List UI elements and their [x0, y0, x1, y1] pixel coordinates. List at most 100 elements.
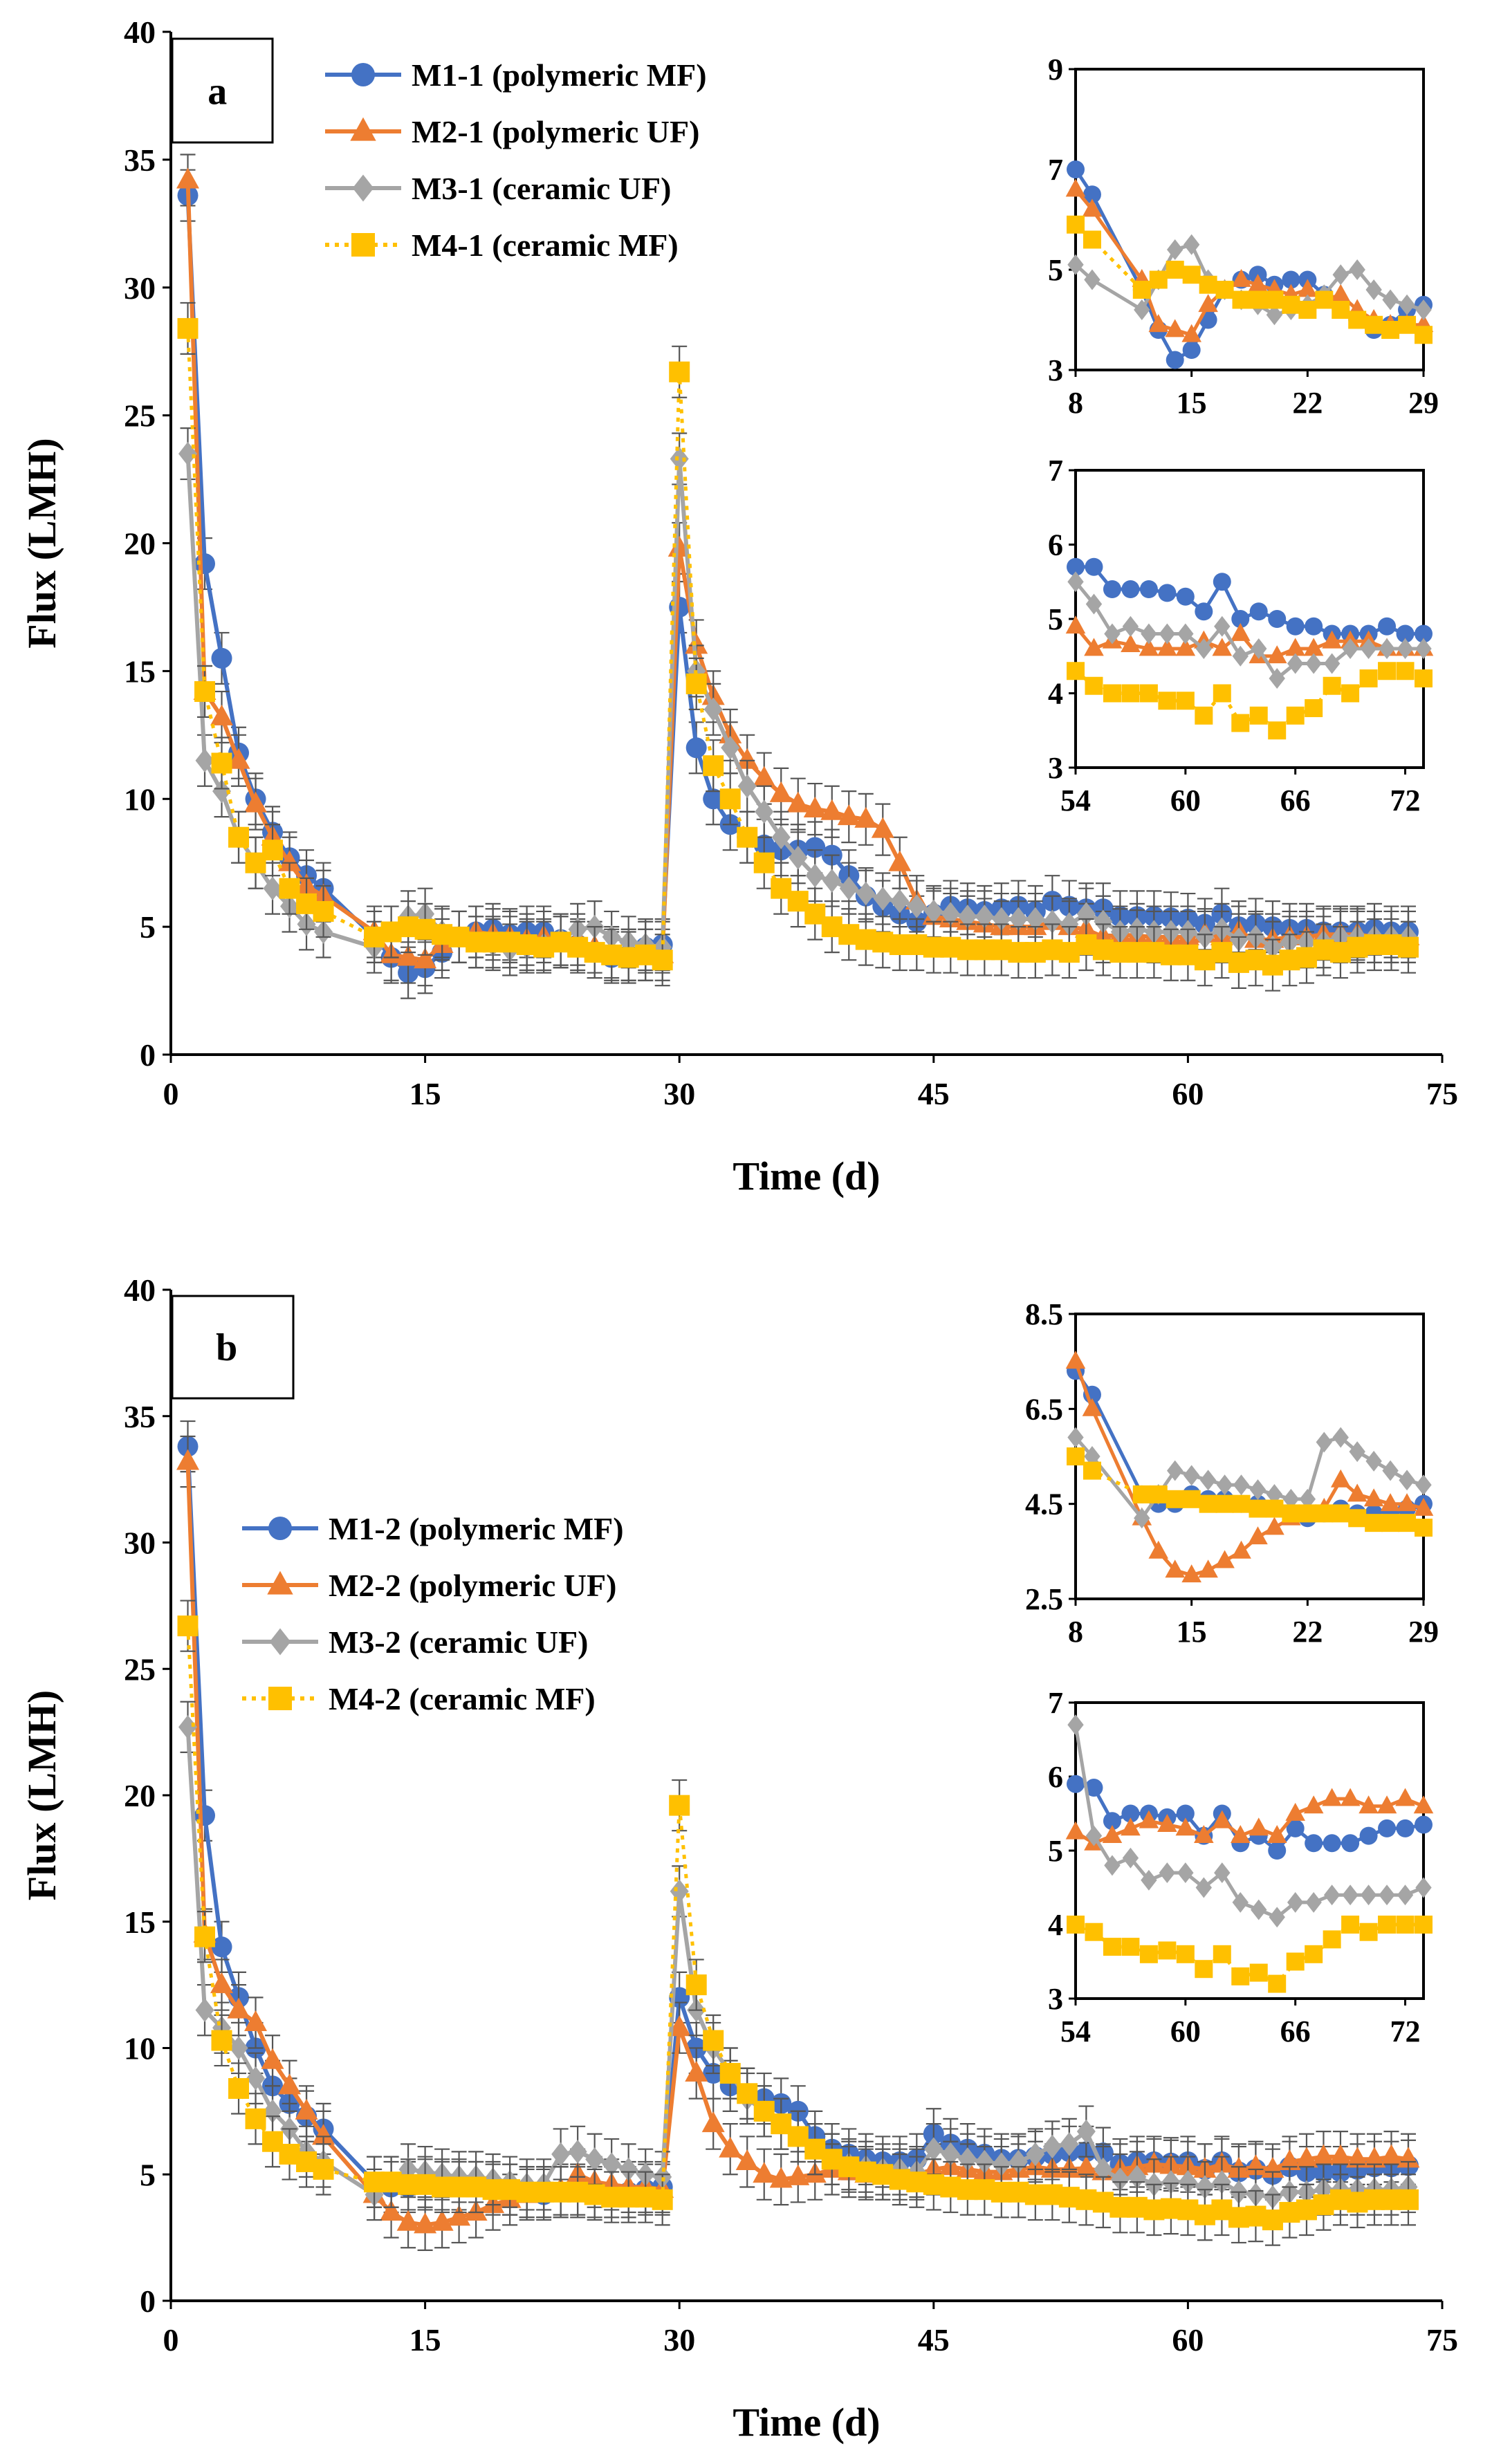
inset-data-point — [1182, 1490, 1201, 1508]
data-point — [856, 881, 876, 906]
inset-data-point — [1265, 290, 1284, 309]
inset-1: 3 5 7 9 8 15 22 29 — [1048, 53, 1439, 420]
data-point — [805, 863, 825, 888]
inset-data-point — [1159, 1862, 1176, 1884]
inset-data-point — [1198, 294, 1218, 313]
data-point — [1345, 2147, 1369, 2168]
data-point — [244, 2010, 268, 2031]
inset-data-point — [1195, 638, 1213, 659]
inset-data-point — [1176, 1945, 1195, 1963]
inset-data-point — [1183, 234, 1200, 255]
data-point — [312, 2124, 335, 2145]
inset-data-point — [1381, 321, 1400, 339]
inset-y-tick-label: 6 — [1048, 528, 1063, 562]
inset-data-point — [1396, 662, 1415, 680]
x-tick-label: 15 — [409, 2322, 441, 2358]
data-point — [737, 774, 757, 799]
inset-series-m2 — [1065, 1788, 1434, 1851]
data-point — [1076, 2119, 1096, 2144]
data-point — [786, 791, 810, 813]
inset-data-point — [1399, 1470, 1415, 1491]
inset-data-point — [1195, 706, 1213, 725]
inset-series-m3 — [1067, 571, 1432, 689]
series-m4 — [177, 302, 1419, 992]
inset-data-point — [1332, 1504, 1350, 1523]
inset-data-point — [1378, 1819, 1397, 1837]
y-tick-label: 10 — [124, 2031, 156, 2066]
inset-data-point — [1182, 341, 1201, 359]
inset-data-point — [1084, 269, 1100, 290]
inset-data-point — [1232, 1494, 1251, 1513]
data-point — [211, 752, 232, 774]
inset-data-point — [1158, 692, 1177, 710]
data-point — [958, 905, 977, 929]
inset-data-point — [1083, 1461, 1101, 1480]
data-point — [211, 647, 232, 669]
data-point — [211, 1936, 232, 1958]
inset-x-tick-label: 22 — [1292, 1615, 1323, 1649]
legend-marker — [267, 1571, 293, 1595]
data-point — [1295, 2147, 1318, 2168]
inset-data-point — [1330, 1469, 1351, 1488]
inset-data-point — [1397, 638, 1414, 659]
data-point — [685, 1974, 707, 1996]
data-point — [246, 2066, 266, 2091]
inset-data-point — [1323, 676, 1341, 695]
inset-data-point — [1303, 1795, 1324, 1814]
data-point — [1060, 912, 1079, 936]
data-point — [194, 680, 216, 702]
inset-data-point — [1067, 160, 1085, 178]
data-point — [212, 779, 232, 804]
data-point — [1212, 2169, 1231, 2194]
inset-data-point — [1396, 1916, 1415, 1934]
inset-x-tick-label: 66 — [1280, 784, 1311, 817]
inset-data-point — [1067, 1916, 1085, 1934]
inset-x-tick-label: 15 — [1177, 1615, 1207, 1649]
y-tick-label: 40 — [124, 15, 156, 50]
inset-data-point — [1067, 215, 1085, 234]
data-point — [313, 900, 334, 922]
data-point — [721, 736, 740, 760]
inset-data-point — [1365, 1514, 1383, 1532]
inset-data-point — [1067, 662, 1085, 680]
inset-data-point — [1067, 1447, 1085, 1465]
y-tick-label: 40 — [124, 1272, 156, 1308]
inset-data-point — [1139, 1945, 1158, 1963]
inset-x-tick-label: 66 — [1280, 2014, 1311, 2048]
inset-data-point — [1347, 1483, 1367, 1502]
y-tick-label: 25 — [124, 398, 156, 434]
inset-data-point — [1085, 593, 1103, 615]
y-tick-label: 25 — [124, 1651, 156, 1687]
data-point — [753, 766, 776, 787]
inset-data-point — [1359, 669, 1378, 687]
data-point — [992, 2152, 1011, 2176]
data-point — [1094, 2157, 1113, 2182]
inset-data-point — [1231, 1540, 1251, 1559]
inset-data-point — [1341, 1916, 1360, 1934]
inset-x-tick-label: 60 — [1170, 784, 1201, 817]
data-point — [975, 905, 994, 929]
inset-data-point — [1139, 638, 1159, 656]
inset-data-point — [1067, 1775, 1085, 1793]
inset-data-point — [1084, 1446, 1100, 1467]
inset-y-tick-label: 3 — [1048, 353, 1063, 387]
inset-data-point — [1269, 668, 1285, 689]
inset-data-point — [1214, 1862, 1231, 1884]
data-point — [1110, 2167, 1130, 2192]
inset-data-point — [1264, 1517, 1284, 1535]
data-point — [177, 1615, 199, 1637]
inset-x-tick-label: 29 — [1408, 1615, 1439, 1649]
legend-marker — [350, 117, 376, 141]
inset-data-point — [1213, 1945, 1231, 1963]
inset-data-point — [1082, 1398, 1103, 1416]
inset-data-point — [1214, 615, 1231, 637]
inset-data-point — [1249, 290, 1267, 309]
inset-data-point — [1349, 259, 1365, 280]
inset-data-point — [1148, 1540, 1169, 1559]
inset-data-point — [1379, 1884, 1395, 1906]
legend-label: M1-1 (polymeric MF) — [412, 57, 707, 93]
data-point — [1195, 2175, 1215, 2199]
data-point — [670, 1879, 689, 1904]
inset-data-point — [1415, 1916, 1433, 1934]
data-point — [1076, 902, 1096, 926]
